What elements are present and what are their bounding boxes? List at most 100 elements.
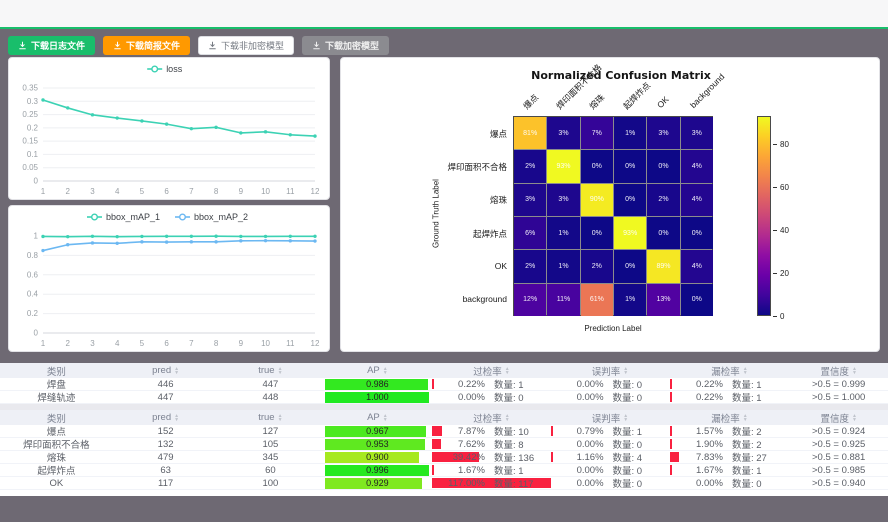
column-header-置信度[interactable]: 置信度 ▲ ▼ bbox=[789, 363, 888, 378]
header-label: 漏检率 bbox=[711, 366, 740, 378]
sort-caret-icon[interactable]: ▲ ▼ bbox=[174, 365, 180, 376]
matrix-cell: 3% bbox=[680, 117, 713, 150]
header-label: 置信度 bbox=[820, 413, 849, 425]
miss-rate-cell: 1.57% 数量: 2 bbox=[669, 425, 790, 438]
true-count-cell: 345 bbox=[218, 451, 323, 464]
legend-bbox_mAP_2[interactable]: bbox_mAP_2 bbox=[175, 212, 248, 222]
rate-bar bbox=[550, 452, 553, 462]
sort-caret-icon[interactable]: ▲ ▼ bbox=[382, 365, 388, 376]
ap-cell: 0.953 bbox=[322, 438, 433, 451]
overdetect-rate-cell: 39.42% 数量: 136 bbox=[432, 451, 551, 464]
colorbar-tick: 60 bbox=[773, 183, 789, 192]
sort-caret-icon[interactable]: ▲ ▼ bbox=[504, 412, 510, 423]
true-count-cell: 100 bbox=[218, 477, 323, 490]
column-header-pred[interactable]: pred ▲ ▼ bbox=[112, 363, 219, 378]
sort-caret-icon[interactable]: ▲ ▼ bbox=[382, 412, 388, 423]
ap-cell: 0.986 bbox=[322, 378, 433, 391]
ap-bar bbox=[325, 438, 425, 450]
column-header-AP[interactable]: AP ▲ ▼ bbox=[322, 363, 433, 378]
class-name-cell: OK bbox=[0, 477, 113, 490]
ap-cell: 0.967 bbox=[322, 425, 433, 438]
matrix-cell: 61% bbox=[580, 283, 613, 316]
colorbar bbox=[757, 116, 771, 316]
svg-text:0.8: 0.8 bbox=[27, 251, 39, 260]
column-header-true[interactable]: true ▲ ▼ bbox=[218, 363, 323, 378]
header-label: pred bbox=[152, 365, 172, 376]
class-name-cell: 起焊炸点 bbox=[0, 464, 113, 477]
column-header-误判率[interactable]: 误判率 ▲ ▼ bbox=[550, 410, 670, 425]
matrix-cell: 0% bbox=[647, 217, 680, 250]
column-header-pred[interactable]: pred ▲ ▼ bbox=[112, 410, 219, 425]
ap-bar bbox=[325, 464, 430, 476]
misjudge-rate-cell: 0.00% 数量: 0 bbox=[550, 477, 670, 490]
header-label: 类别 bbox=[46, 413, 66, 425]
sort-caret-icon[interactable]: ▲ ▼ bbox=[623, 412, 629, 423]
rate-count: 数量: 136 bbox=[493, 453, 535, 464]
column-header-漏检率[interactable]: 漏检率 ▲ ▼ bbox=[669, 363, 790, 378]
button-label: 下载日志文件 bbox=[31, 41, 86, 51]
svg-text:0.1: 0.1 bbox=[27, 150, 39, 159]
miss-rate-cell: 0.00% 数量: 0 bbox=[669, 477, 790, 490]
sort-caret-icon[interactable]: ▲ ▼ bbox=[623, 365, 629, 376]
svg-text:bbox_mAP_1: bbox_mAP_1 bbox=[106, 212, 160, 222]
svg-text:11: 11 bbox=[286, 339, 295, 348]
rate-percent: 1.57% bbox=[696, 425, 723, 437]
svg-text:0.35: 0.35 bbox=[22, 84, 38, 93]
rate-count: 数量: 0 bbox=[612, 479, 643, 490]
legend-loss[interactable]: loss bbox=[147, 64, 183, 74]
header-label: 误判率 bbox=[591, 413, 621, 425]
sort-caret-icon[interactable]: ▲ ▼ bbox=[851, 412, 857, 423]
rate-bar bbox=[669, 392, 672, 402]
sort-caret-icon[interactable]: ▲ ▼ bbox=[277, 365, 283, 376]
legend-bbox_mAP_1[interactable]: bbox_mAP_1 bbox=[87, 212, 160, 222]
svg-text:1: 1 bbox=[41, 339, 46, 348]
rate-count: 数量: 4 bbox=[612, 453, 643, 464]
svg-text:bbox_mAP_2: bbox_mAP_2 bbox=[194, 212, 248, 222]
matrix-col-label: 爆点 bbox=[520, 92, 540, 112]
button-label: 下载非加密模型 bbox=[221, 41, 285, 51]
header-label: 类别 bbox=[46, 366, 66, 378]
true-count-cell: 127 bbox=[218, 425, 323, 438]
column-header-过检率[interactable]: 过检率 ▲ ▼ bbox=[432, 410, 551, 425]
column-header-漏检率[interactable]: 漏检率 ▲ ▼ bbox=[669, 410, 790, 425]
download-log-button[interactable]: 下载日志文件 bbox=[8, 36, 96, 55]
rate-percent: 7.62% bbox=[458, 438, 485, 450]
download-report-button[interactable]: 下载简报文件 bbox=[103, 36, 191, 55]
svg-text:10: 10 bbox=[261, 187, 270, 196]
ap-value: 0.900 bbox=[366, 451, 389, 462]
rate-percent: 0.00% bbox=[458, 391, 485, 403]
button-label: 下载加密模型 bbox=[325, 41, 380, 51]
column-header-误判率[interactable]: 误判率 ▲ ▼ bbox=[550, 363, 670, 378]
column-header-置信度[interactable]: 置信度 ▲ ▼ bbox=[789, 410, 888, 425]
column-header-过检率[interactable]: 过检率 ▲ ▼ bbox=[432, 363, 551, 378]
sort-caret-icon[interactable]: ▲ ▼ bbox=[742, 365, 748, 376]
matrix-cell: 1% bbox=[547, 250, 580, 283]
matrix-cell: 13% bbox=[647, 283, 680, 316]
rate-count: 数量: 0 bbox=[612, 466, 643, 477]
sort-caret-icon[interactable]: ▲ ▼ bbox=[742, 412, 748, 423]
confusion-matrix-grid: 81% 3% 7% 1% 3% 3% 2% 93% 0% 0% 0% 4% 3% 3% 90% 0% 2% 4% 6… bbox=[513, 116, 713, 316]
column-header-true[interactable]: true ▲ ▼ bbox=[218, 410, 323, 425]
rate-count: 数量: 27 bbox=[731, 453, 767, 464]
rate-percent: 7.87% bbox=[458, 425, 485, 437]
download-encrypted-model-button[interactable]: 下载加密模型 bbox=[302, 36, 390, 55]
confidence-cell: >0.5 = 0.940 bbox=[789, 477, 888, 490]
ap-value: 0.967 bbox=[366, 425, 389, 436]
sort-caret-icon[interactable]: ▲ ▼ bbox=[174, 412, 180, 423]
sort-caret-icon[interactable]: ▲ ▼ bbox=[504, 365, 510, 376]
svg-text:0.6: 0.6 bbox=[27, 270, 39, 279]
table-row: OK 117 100 0.929 117.00% 数量: 117 0.00% 数量: 0 0.0… bbox=[0, 477, 888, 490]
map-chart-card: 0 0.2 0.4 0.6 0.8 1 1 2 3 4 5 6 7 8 9 10 11 12 bbox_mAP_1 b… bbox=[8, 205, 330, 352]
column-header-AP[interactable]: AP ▲ ▼ bbox=[322, 410, 433, 425]
matrix-cell: 7% bbox=[580, 117, 613, 150]
rate-percent: 0.79% bbox=[576, 425, 604, 437]
header-label: 过检率 bbox=[473, 366, 502, 378]
rate-count: 数量: 1 bbox=[731, 380, 762, 391]
top-bar bbox=[0, 0, 888, 29]
pred-count-cell: 63 bbox=[112, 464, 219, 477]
sort-caret-icon[interactable]: ▲ ▼ bbox=[851, 365, 857, 376]
svg-text:0.05: 0.05 bbox=[22, 163, 38, 172]
sort-caret-icon[interactable]: ▲ ▼ bbox=[277, 412, 283, 423]
table-row: 熔珠 479 345 0.900 39.42% 数量: 136 1.16% 数量: 4 7.83… bbox=[0, 451, 888, 464]
download-unencrypted-model-button[interactable]: 下载非加密模型 bbox=[198, 36, 295, 55]
